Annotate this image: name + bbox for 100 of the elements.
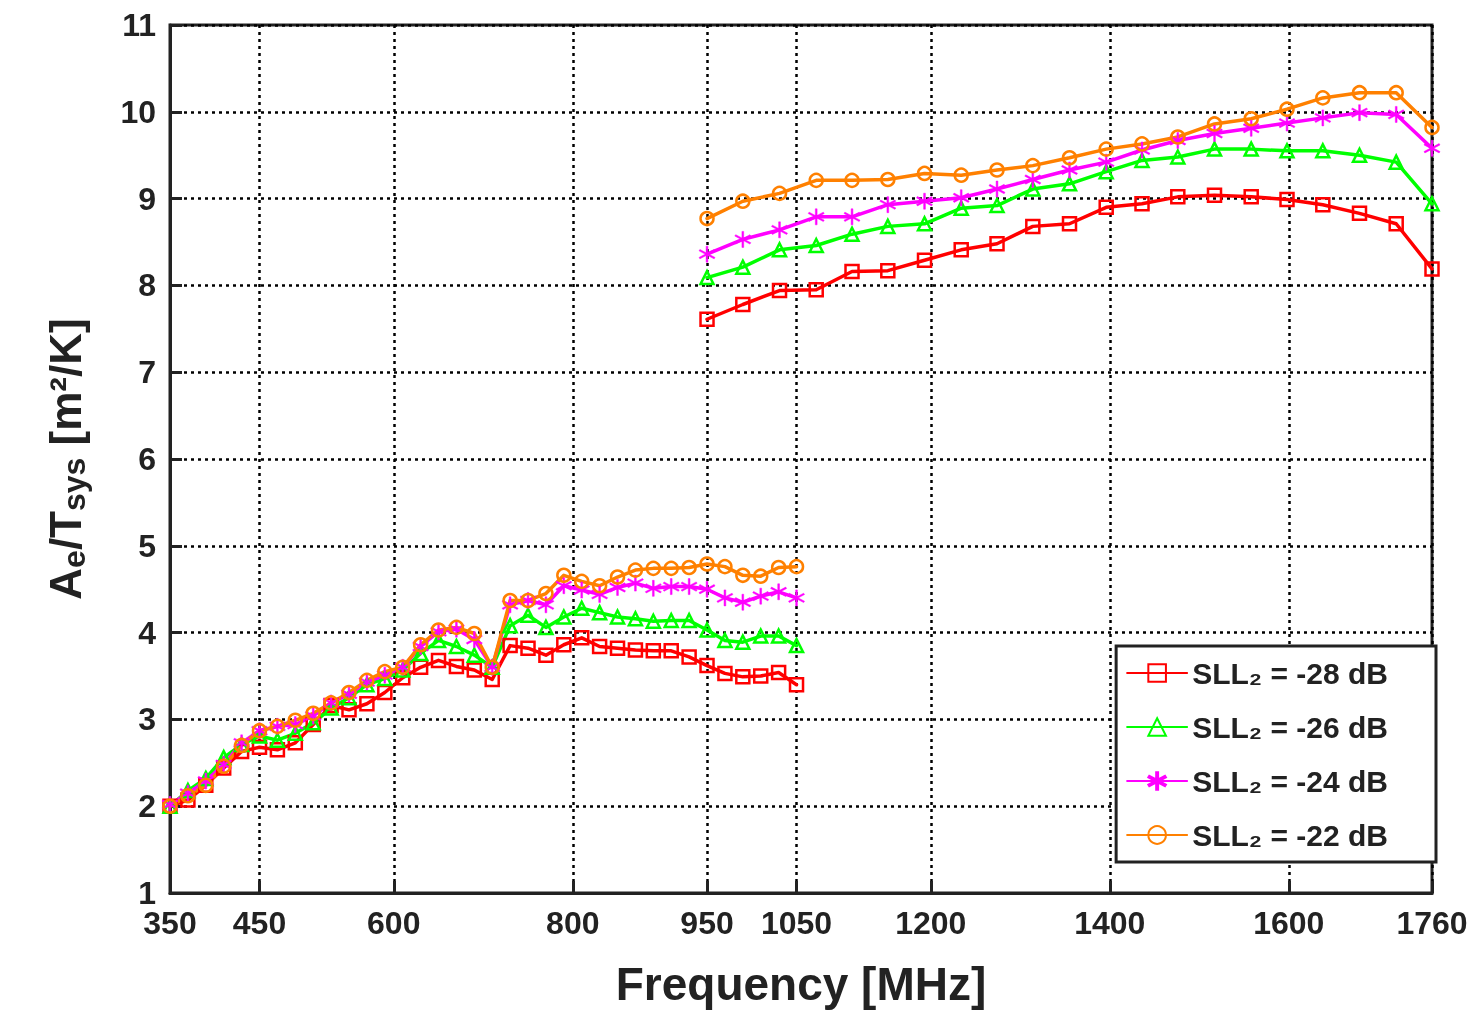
point [645,560,662,577]
point [1315,196,1331,213]
point [645,643,662,659]
point [844,263,860,280]
point [1279,191,1295,208]
point [807,208,825,226]
point [627,642,644,658]
point [1243,189,1259,205]
point [735,634,751,650]
y-tick-label: 6 [138,441,156,477]
point [770,559,787,576]
point [1351,147,1368,163]
point [989,197,1005,214]
point [520,640,536,656]
x-tick-label: 600 [367,905,421,941]
point [771,242,788,258]
y-tick-label: 8 [138,267,156,304]
point [591,638,608,655]
point [1170,149,1186,165]
point [916,165,933,182]
point [609,609,626,625]
point [771,282,788,299]
point [989,235,1005,252]
point [734,231,752,248]
x-tick-label: 1760 [1396,905,1468,941]
y-tick-label: 3 [138,701,156,738]
point [916,216,933,232]
point [359,696,375,712]
point [771,185,788,202]
point [752,668,769,684]
point [466,625,483,642]
point [1098,163,1114,180]
point [627,562,644,578]
point [1170,189,1186,205]
point [698,580,716,598]
point [1024,171,1042,188]
point [609,640,626,656]
y-tick-label: 7 [138,354,156,391]
point [735,296,751,313]
point [573,600,590,617]
y-tick-label: 4 [138,614,157,651]
point [1387,106,1405,123]
point [1351,104,1368,121]
point [180,788,196,804]
point [1134,136,1150,152]
point [645,580,662,597]
legend-label: SLL₂ = -28 dB [1192,656,1389,690]
point [1279,143,1295,159]
point [989,162,1005,178]
point [591,604,608,621]
point [880,171,896,188]
point [735,259,751,275]
legend-label: SLL₂ = -22 dB [1192,818,1389,852]
point [953,200,969,216]
legend-label: SLL₂ = -26 dB [1192,710,1389,744]
point [699,622,715,638]
y-tick-label: 9 [138,180,156,217]
point [1061,216,1078,232]
point [681,612,697,629]
x-tick-label: 450 [232,905,287,941]
point [1061,150,1078,166]
point [1278,114,1296,132]
point [1351,205,1368,222]
point [1423,140,1441,157]
point [1424,261,1440,277]
point [953,242,969,258]
y-tick-label: 5 [138,527,156,564]
point [1098,199,1114,216]
point [735,669,751,685]
point [556,567,572,584]
point [717,558,733,575]
point [1061,176,1078,192]
point [377,663,393,680]
point [1314,109,1332,127]
point [808,237,824,254]
x-tick-label: 1600 [1253,905,1325,941]
point [1206,187,1223,203]
point [698,245,716,263]
point [1279,101,1295,117]
point [734,593,752,611]
point [1315,143,1331,159]
x-axis-title: Frequency [MHz] [615,958,987,1010]
point [953,167,969,183]
point [448,658,465,675]
point [556,637,572,653]
point [770,583,787,601]
point [717,632,733,649]
point [681,559,697,576]
point [1388,84,1404,101]
point [269,732,286,748]
point [448,638,465,655]
point [1424,119,1440,136]
point [717,665,733,682]
point [1170,129,1186,145]
point [662,578,680,595]
point [699,210,715,227]
point [430,652,447,669]
point [880,218,896,235]
point [716,589,734,607]
point [591,577,608,594]
